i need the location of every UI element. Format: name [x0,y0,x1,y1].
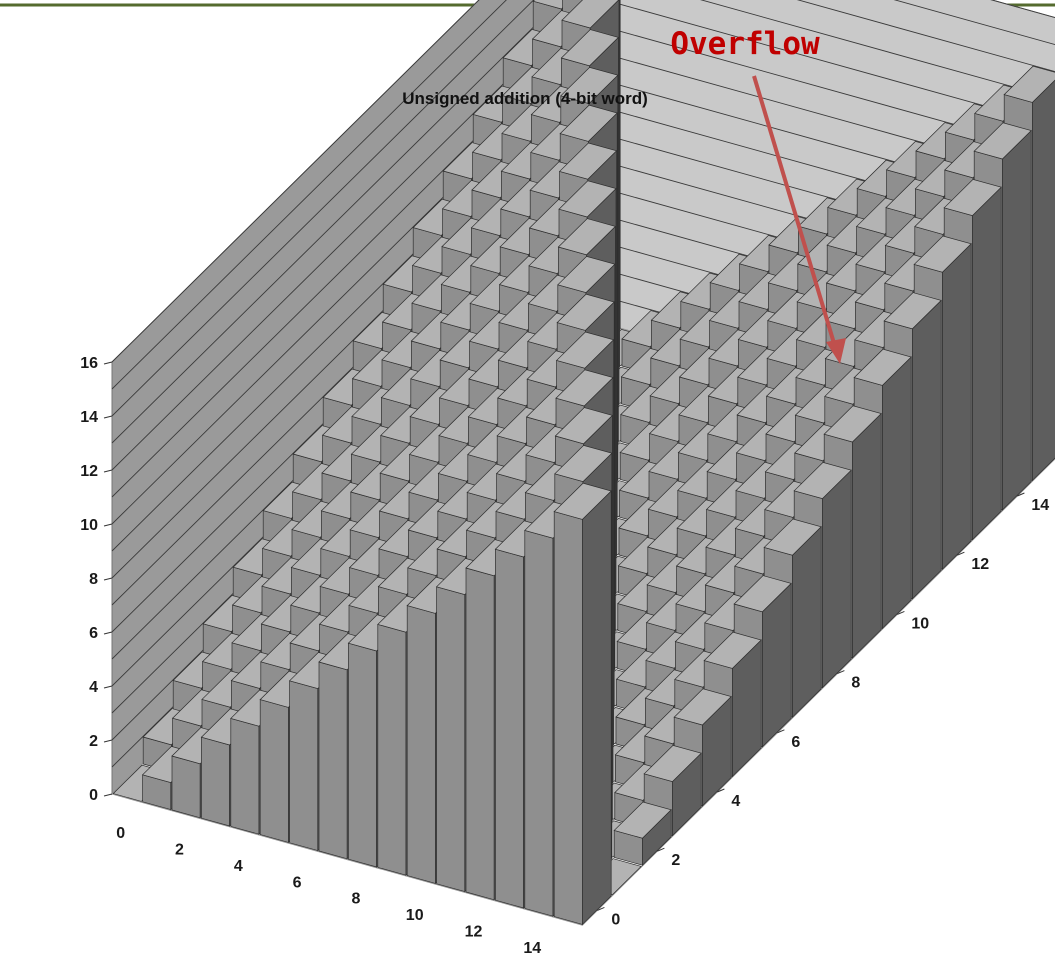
gridline [111,0,1055,471]
y-tick-mark [837,670,845,675]
z-tick-label: 14 [80,409,98,426]
z-tick-mark [103,361,113,365]
z-tick-label: 10 [80,517,98,534]
y-tick-mark [957,551,965,556]
axis-ticks: 0 2 4 6 8 10 12 14 16 0 2 4 6 8 10 12 14 0 2 4 6 8 10 12 14 [80,355,1049,957]
y-tick-label: 4 [731,793,740,810]
gridline [111,0,1055,417]
x-tick-label: 6 [293,874,302,891]
y-tick-label: 10 [911,615,929,632]
z-tick-label: 16 [80,355,98,372]
chart-bars [112,0,1055,926]
z-tick-label: 2 [89,733,98,750]
y-tick-label: 0 [611,911,620,928]
z-tick-mark [103,577,113,581]
y-tick-label: 8 [851,675,860,692]
y-tick-mark [777,729,785,734]
z-tick-label: 6 [89,625,98,642]
z-tick-mark [103,685,113,689]
z-tick-label: 8 [89,571,98,588]
z-tick-label: 12 [80,463,98,480]
z-tick-mark [103,415,113,419]
z-tick-label: 0 [89,787,98,804]
y-tick-mark [897,610,905,615]
y-tick-label: 12 [971,556,989,573]
y-tick-mark [657,847,665,852]
y-tick-mark [597,906,605,911]
z-tick-mark [103,631,113,635]
z-tick-label: 4 [89,679,98,696]
bar [613,801,672,867]
overflow-arrow [752,75,846,364]
x-tick-label: 14 [523,940,541,957]
gridline [111,0,1055,390]
y-tick-mark [1017,492,1025,497]
y-tick-mark [717,788,725,793]
z-tick-mark [103,793,113,797]
x-tick-label: 8 [351,891,360,908]
x-tick-label: 10 [406,907,424,924]
gridline [111,0,1055,444]
z-tick-mark [103,523,113,527]
y-tick-label: 2 [671,852,680,869]
x-tick-label: 4 [234,858,243,875]
bar [553,482,612,926]
z-tick-mark [103,739,113,743]
y-tick-label: 14 [1031,497,1049,514]
z-tick-mark [103,469,113,473]
y-tick-label: 6 [791,734,800,751]
x-tick-label: 0 [116,825,125,842]
overflow-label: Overflow [670,26,820,62]
chart-title: Unsigned addition (4-bit word) [402,89,648,108]
x-tick-label: 2 [175,842,184,859]
gridline [111,0,1055,363]
x-tick-label: 12 [465,924,483,941]
